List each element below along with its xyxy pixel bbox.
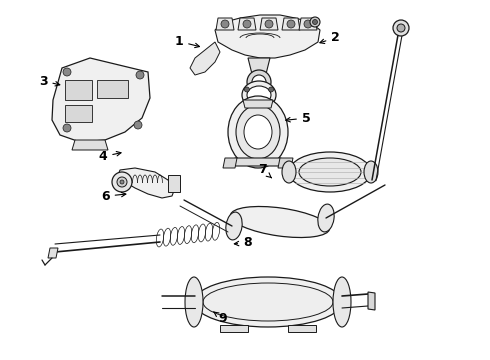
Circle shape <box>245 87 249 92</box>
Circle shape <box>120 180 124 184</box>
Ellipse shape <box>194 277 342 327</box>
Ellipse shape <box>364 161 378 183</box>
Polygon shape <box>168 175 180 192</box>
Ellipse shape <box>299 158 361 186</box>
Circle shape <box>310 17 320 27</box>
Circle shape <box>313 19 318 24</box>
Polygon shape <box>190 42 220 75</box>
Ellipse shape <box>230 207 330 238</box>
Ellipse shape <box>242 81 276 109</box>
Text: 7: 7 <box>258 163 271 178</box>
Circle shape <box>397 24 405 32</box>
Circle shape <box>221 20 229 28</box>
Polygon shape <box>278 158 293 168</box>
Polygon shape <box>233 158 283 166</box>
Polygon shape <box>299 18 317 30</box>
Circle shape <box>256 104 262 108</box>
Polygon shape <box>65 80 92 100</box>
Circle shape <box>63 68 71 76</box>
Polygon shape <box>65 105 92 122</box>
Polygon shape <box>72 140 108 150</box>
Text: 6: 6 <box>101 190 126 203</box>
Ellipse shape <box>185 277 203 327</box>
Polygon shape <box>216 18 234 30</box>
Polygon shape <box>48 248 58 258</box>
Text: 5: 5 <box>286 112 311 125</box>
Circle shape <box>117 177 127 187</box>
Ellipse shape <box>282 161 296 183</box>
Circle shape <box>252 75 266 89</box>
Text: 4: 4 <box>98 150 121 163</box>
Circle shape <box>393 20 409 36</box>
Circle shape <box>136 71 144 79</box>
Ellipse shape <box>247 86 271 104</box>
Circle shape <box>112 172 132 192</box>
Ellipse shape <box>226 212 242 240</box>
Polygon shape <box>282 18 300 30</box>
Circle shape <box>243 20 251 28</box>
Circle shape <box>304 20 312 28</box>
Polygon shape <box>223 158 237 168</box>
Polygon shape <box>288 325 316 332</box>
Ellipse shape <box>289 152 371 192</box>
Ellipse shape <box>228 96 288 168</box>
Circle shape <box>269 87 273 92</box>
Polygon shape <box>238 18 256 30</box>
Polygon shape <box>248 58 270 78</box>
Polygon shape <box>260 18 278 30</box>
Polygon shape <box>243 100 273 108</box>
Text: 9: 9 <box>214 312 227 325</box>
Ellipse shape <box>203 283 333 321</box>
Polygon shape <box>52 58 150 142</box>
Circle shape <box>287 20 295 28</box>
Circle shape <box>134 121 142 129</box>
Polygon shape <box>97 80 128 98</box>
Polygon shape <box>368 292 375 310</box>
Text: 8: 8 <box>234 237 252 249</box>
Text: 2: 2 <box>320 31 340 44</box>
Text: 3: 3 <box>39 75 60 87</box>
Text: 1: 1 <box>174 35 199 48</box>
Ellipse shape <box>236 105 280 159</box>
Circle shape <box>265 20 273 28</box>
Circle shape <box>247 70 271 94</box>
Circle shape <box>63 124 71 132</box>
Ellipse shape <box>333 277 351 327</box>
Ellipse shape <box>318 204 334 232</box>
Polygon shape <box>215 15 320 58</box>
Polygon shape <box>220 325 248 332</box>
Polygon shape <box>117 168 175 198</box>
Ellipse shape <box>244 115 272 149</box>
